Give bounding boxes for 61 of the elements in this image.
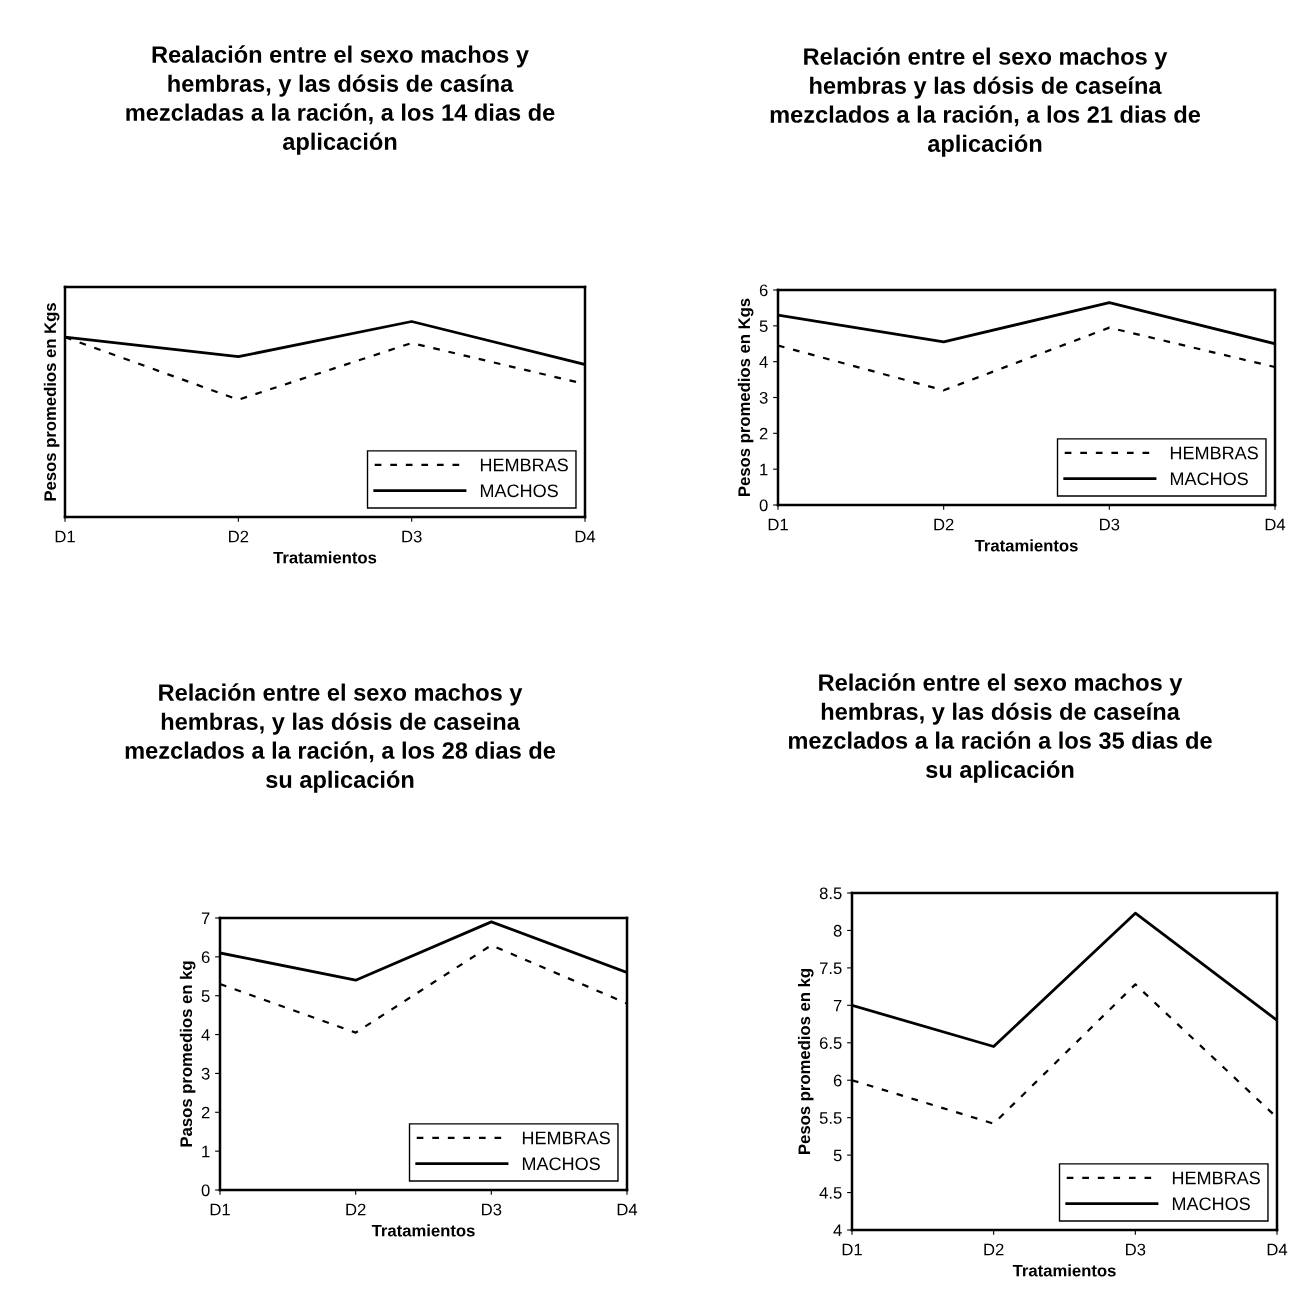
- y-tick-label: 8: [833, 924, 842, 937]
- x-axis-title: Tratamientos: [974, 539, 1078, 552]
- y-tick-label: 3: [759, 391, 768, 404]
- y-tick-label: 6: [201, 951, 210, 964]
- legend-label: HEMBRAS: [1172, 1171, 1260, 1185]
- x-tick-label: D4: [617, 1203, 638, 1216]
- y-tick-label: 3: [201, 1067, 210, 1080]
- x-tick-label: D3: [482, 1203, 502, 1216]
- y-tick-label: 0: [201, 1184, 210, 1197]
- y-axis-title: Pesos promedios en Kgs: [737, 298, 754, 496]
- x-tick-label: D1: [842, 1243, 862, 1256]
- x-tick-label: D4: [1267, 1243, 1288, 1256]
- y-axis-title: Pesos promedios en kg: [797, 969, 814, 1154]
- x-tick-label: D1: [768, 518, 788, 531]
- x-axis-title: Tratamientos: [1012, 1264, 1116, 1277]
- y-tick-label: 6: [759, 284, 768, 297]
- y-tick-label: 2: [201, 1106, 210, 1119]
- y-tick-label: 4: [759, 356, 768, 368]
- legend-label: MACHOS: [480, 484, 558, 498]
- y-tick-label: 5.5: [819, 1112, 842, 1124]
- y-tick-label: 4: [833, 1224, 842, 1237]
- x-tick-label: D4: [1265, 518, 1286, 531]
- x-tick-label: D2: [346, 1203, 366, 1216]
- legend-label: HEMBRAS: [1170, 446, 1258, 460]
- y-tick-label: 5: [833, 1149, 842, 1162]
- y-tick-label: 4.5: [819, 1187, 842, 1199]
- y-tick-label: 1: [202, 1145, 210, 1158]
- y-tick-label: 7.5: [819, 962, 842, 975]
- y-tick-label: 7: [833, 999, 842, 1012]
- y-tick-label: 4: [201, 1029, 210, 1041]
- chart-title: Realación entre el sexo machos y hembras, y las dósis de casína mezcladas a la ración, a los 14 dias de aplicación: [126, 45, 555, 155]
- legend-label: MACHOS: [1170, 472, 1248, 486]
- x-axis-title: Tratamientos: [371, 1224, 475, 1237]
- y-tick-label: 0: [759, 499, 768, 512]
- y-tick-label: 2: [759, 427, 768, 440]
- x-tick-label: D3: [1100, 518, 1120, 531]
- y-tick-label: 1: [760, 463, 768, 476]
- x-tick-label: D2: [984, 1243, 1004, 1256]
- x-tick-label: D2: [934, 518, 954, 531]
- legend-label: MACHOS: [522, 1157, 600, 1171]
- y-tick-label: 8.5: [819, 887, 842, 900]
- x-tick-label: D1: [210, 1203, 230, 1216]
- x-tick-label: D4: [575, 530, 596, 543]
- legend-label: HEMBRAS: [480, 458, 568, 472]
- x-tick-label: D2: [229, 530, 249, 543]
- legend-label: MACHOS: [1172, 1197, 1250, 1211]
- y-tick-label: 6: [833, 1074, 842, 1087]
- legend-label: HEMBRAS: [522, 1131, 610, 1145]
- x-tick-label: D1: [55, 530, 75, 543]
- y-axis-title: Pesos promedios en Kgs: [43, 303, 60, 501]
- x-tick-label: D3: [1126, 1243, 1146, 1256]
- y-tick-label: 7: [201, 912, 210, 925]
- chart-title: Relación entre el sexo machos y hembras, y las dósis de caseína mezclados a la ración a los 35 dias de su aplicación: [788, 673, 1212, 783]
- y-tick-label: 5: [201, 990, 210, 1002]
- y-axis-title: Pasos promedios en kg: [179, 961, 196, 1147]
- chart-title: Relación entre el sexo machos y hembras y las dósis de caseína mezclados a la ración, a los 21 dias de aplicación: [770, 47, 1201, 157]
- y-tick-label: 5: [759, 320, 768, 333]
- y-tick-label: 6.5: [819, 1037, 842, 1049]
- chart-title: Relación entre el sexo machos y hembras, y las dósis de caseina mezclados a la ración, a los 28 dias de su aplicación: [125, 683, 556, 793]
- x-axis-title: Tratamientos: [273, 551, 377, 564]
- x-tick-label: D3: [402, 530, 422, 543]
